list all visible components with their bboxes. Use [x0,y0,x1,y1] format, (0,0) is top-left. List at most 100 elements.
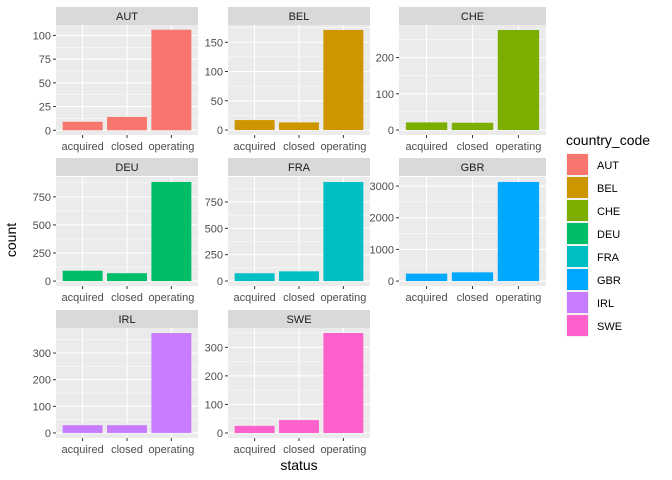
y-axis-title: count [3,223,19,257]
y-tick-label: 25 [39,102,51,114]
x-tick-label: operating [148,444,194,456]
legend-item-che: CHE [566,199,620,222]
bar-deu-closed [107,273,147,282]
x-tick-label: operating [148,292,194,304]
y-tick-label: 100 [33,401,51,413]
y-tick-label: 0 [45,276,51,288]
x-tick-label: closed [111,141,143,153]
x-tick-label: operating [320,444,366,456]
facet-aut: AUT 0 25 50 75 100 acquired closed operating [33,7,198,153]
x-tick-label: operating [496,292,542,304]
y-tick-label: 50 [211,96,223,108]
legend-item-fra: FRA [566,245,620,268]
legend-item-gbr: GBR [566,268,621,291]
x-tick-label: acquired [62,141,104,153]
y-tick-label: 200 [205,371,223,383]
x-tick-label: closed [283,141,315,153]
legend-key-swatch [567,154,588,175]
y-tick-label: 250 [205,250,223,262]
y-tick-label: 0 [217,428,223,440]
facet-strip-label: GBR [461,162,485,174]
bar-deu-operating [151,181,192,282]
bar-irl-closed [107,425,147,433]
bar-fra-acquired [234,273,275,282]
facet-strip [228,310,370,328]
x-tick-label: acquired [405,141,447,153]
legend-key-swatch [567,246,588,267]
y-tick-label: 250 [33,248,51,260]
x-tick-label: closed [111,444,143,456]
y-tick-label: 750 [205,197,223,209]
legend-label: IRL [597,298,614,310]
x-tick-label: closed [457,292,489,304]
legend-label: GBR [597,275,621,287]
legend-item-bel: BEL [566,176,618,199]
x-axis-title: status [280,457,317,473]
y-tick-label: 75 [39,54,51,66]
y-tick-label: 0 [217,276,223,288]
bar-irl-acquired [62,425,103,433]
facet-swe: SWE 0 100 200 300 acquired closed operating [205,310,370,456]
bar-bel-operating [323,29,364,131]
x-tick-label: operating [148,141,194,153]
bar-swe-operating [323,333,364,433]
legend-key-swatch [567,292,588,313]
facet-strip-label: DEU [115,162,138,174]
y-tick-label: 0 [388,125,394,137]
facet-irl: IRL 0 100 200 300 acquired closed operating [33,310,198,456]
legend-title: country_code [566,132,650,148]
facet-strip-label: IRL [118,314,135,326]
facet-strip-label: BEL [289,11,310,23]
facet-strip [56,310,198,328]
facet-strip-label: FRA [288,162,311,174]
bar-gbr-operating [497,181,540,282]
bar-swe-acquired [234,425,275,433]
y-tick-label: 100 [376,89,394,101]
bar-fra-operating [323,181,364,282]
y-tick-label: 500 [33,220,51,232]
legend-key-swatch [567,223,588,244]
x-tick-label: operating [496,141,542,153]
facet-strip [399,158,546,176]
legend-item-aut: AUT [566,153,619,176]
x-tick-label: closed [111,292,143,304]
bar-aut-operating [151,29,192,131]
bar-che-operating [497,30,540,130]
bar-gbr-closed [451,272,494,282]
legend-label: BEL [597,183,618,195]
x-tick-label: operating [320,292,366,304]
y-tick-label: 200 [33,375,51,387]
x-tick-label: acquired [234,292,276,304]
legend-label: DEU [597,229,620,241]
legend-label: CHE [597,206,620,218]
y-tick-label: 3000 [370,181,394,193]
y-tick-label: 0 [45,428,51,440]
legend-item-irl: IRL [566,291,614,314]
facet-bel: BEL 0 50 100 150 acquired closed operating [205,7,370,153]
bar-deu-acquired [62,270,103,282]
bar-fra-closed [279,271,319,282]
facet-panels: AUT 0 25 50 75 100 acquired closed operating BEL 0… [33,7,546,456]
y-tick-label: 100 [205,67,223,79]
bar-aut-closed [107,116,147,131]
legend-key-swatch [567,315,588,336]
x-tick-label: operating [320,141,366,153]
bar-che-closed [451,122,494,130]
y-tick-label: 0 [388,276,394,288]
facet-strip [228,7,370,25]
x-tick-label: acquired [234,444,276,456]
facet-fra: FRA 0 250 500 750 acquired closed operating [205,158,370,304]
y-tick-label: 100 [33,30,51,42]
facet-strip [56,7,198,25]
facet-strip-label: AUT [116,11,138,23]
legend-key-swatch [567,200,588,221]
legend-item-deu: DEU [566,222,620,245]
legend-item-swe: SWE [566,314,622,337]
bar-irl-operating [151,333,192,433]
facet-che: CHE 0 100 200 acquired closed operating [376,7,546,153]
bar-gbr-acquired [405,273,448,282]
bar-che-acquired [405,122,448,130]
y-tick-label: 50 [39,78,51,90]
y-tick-label: 300 [205,342,223,354]
